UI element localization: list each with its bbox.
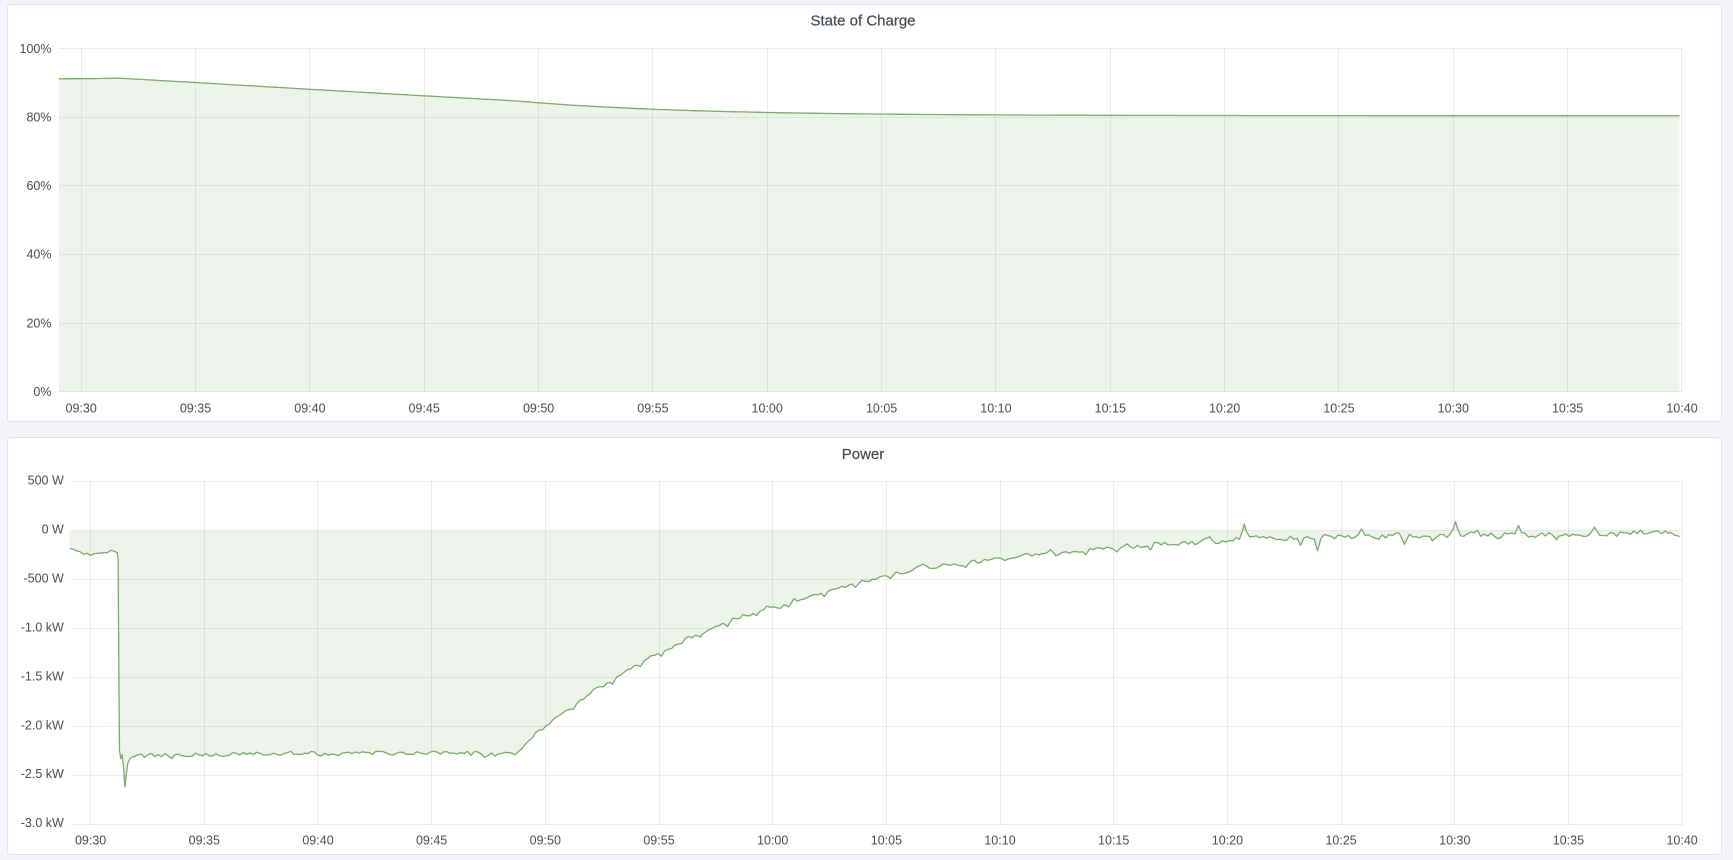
svg-text:09:30: 09:30 <box>74 833 105 847</box>
svg-text:10:05: 10:05 <box>870 833 901 847</box>
svg-text:10:30: 10:30 <box>1439 833 1470 847</box>
svg-text:10:20: 10:20 <box>1211 833 1242 847</box>
svg-text:-3.0 kW: -3.0 kW <box>20 816 63 830</box>
svg-text:-1.5 kW: -1.5 kW <box>20 669 63 683</box>
svg-text:100%: 100% <box>19 42 51 56</box>
svg-text:10:10: 10:10 <box>984 833 1015 847</box>
svg-text:09:45: 09:45 <box>408 401 439 415</box>
svg-text:09:35: 09:35 <box>179 401 210 415</box>
svg-text:10:10: 10:10 <box>980 401 1011 415</box>
svg-text:-1.0 kW: -1.0 kW <box>20 620 63 634</box>
svg-text:40%: 40% <box>26 248 51 262</box>
svg-text:-500 W: -500 W <box>23 571 63 585</box>
svg-text:09:55: 09:55 <box>643 833 674 847</box>
svg-text:09:45: 09:45 <box>415 833 446 847</box>
svg-text:60%: 60% <box>26 179 51 193</box>
svg-text:10:25: 10:25 <box>1323 401 1354 415</box>
svg-text:10:05: 10:05 <box>865 401 896 415</box>
svg-text:0%: 0% <box>33 385 51 399</box>
svg-text:10:15: 10:15 <box>1098 833 1129 847</box>
svg-text:09:50: 09:50 <box>522 401 553 415</box>
svg-text:80%: 80% <box>26 111 51 125</box>
svg-text:-2.5 kW: -2.5 kW <box>20 767 63 781</box>
svg-text:09:40: 09:40 <box>294 401 325 415</box>
svg-text:State of Charge: State of Charge <box>810 12 915 29</box>
svg-text:10:15: 10:15 <box>1094 401 1125 415</box>
svg-text:10:40: 10:40 <box>1666 833 1697 847</box>
svg-text:10:25: 10:25 <box>1325 833 1356 847</box>
svg-text:09:50: 09:50 <box>529 833 560 847</box>
svg-text:09:30: 09:30 <box>65 401 96 415</box>
svg-text:10:20: 10:20 <box>1208 401 1239 415</box>
svg-text:0 W: 0 W <box>41 522 63 536</box>
svg-text:500 W: 500 W <box>27 473 63 487</box>
svg-text:09:40: 09:40 <box>302 833 333 847</box>
svg-text:Power: Power <box>841 445 884 462</box>
svg-text:10:35: 10:35 <box>1552 833 1583 847</box>
svg-text:09:35: 09:35 <box>188 833 219 847</box>
svg-text:09:55: 09:55 <box>637 401 668 415</box>
svg-text:20%: 20% <box>26 316 51 330</box>
svg-text:10:00: 10:00 <box>751 401 782 415</box>
svg-text:10:35: 10:35 <box>1551 401 1582 415</box>
svg-text:10:30: 10:30 <box>1437 401 1468 415</box>
svg-text:-2.0 kW: -2.0 kW <box>20 718 63 732</box>
svg-text:10:40: 10:40 <box>1666 401 1697 415</box>
svg-text:10:00: 10:00 <box>757 833 788 847</box>
